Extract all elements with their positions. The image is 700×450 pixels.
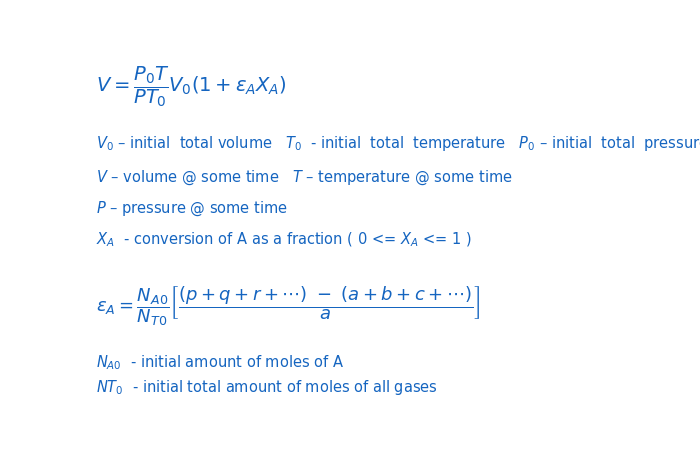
Text: $V_0$ – initial  total volume   $T_0$  - initial  total  temperature   $P_0$ – i: $V_0$ – initial total volume $T_0$ - ini… [96,134,700,153]
Text: $P$ – pressure @ some time: $P$ – pressure @ some time [96,199,288,218]
Text: $X_A$  - conversion of A as a fraction ( 0 <= $X_A$ <= 1 ): $X_A$ - conversion of A as a fraction ( … [96,231,472,249]
Text: $N_{A0}$  - initial amount of moles of A: $N_{A0}$ - initial amount of moles of A [96,354,344,373]
Text: $NT_0$  - initial total amount of moles of all gases: $NT_0$ - initial total amount of moles o… [96,378,438,397]
Text: $V$ – volume @ some time   $T$ – temperature @ some time: $V$ – volume @ some time $T$ – temperatu… [96,168,512,187]
Text: $\varepsilon_A = \dfrac{N_{A0}}{N_{T0}} \left[ \dfrac{(p+q+r+\cdots) \ - \ (a+b+: $\varepsilon_A = \dfrac{N_{A0}}{N_{T0}} … [96,284,480,328]
Text: $V = \dfrac{P_0 T}{P T_0} V_0 \left( 1 + \varepsilon_A X_A \right)$: $V = \dfrac{P_0 T}{P T_0} V_0 \left( 1 +… [96,64,286,109]
